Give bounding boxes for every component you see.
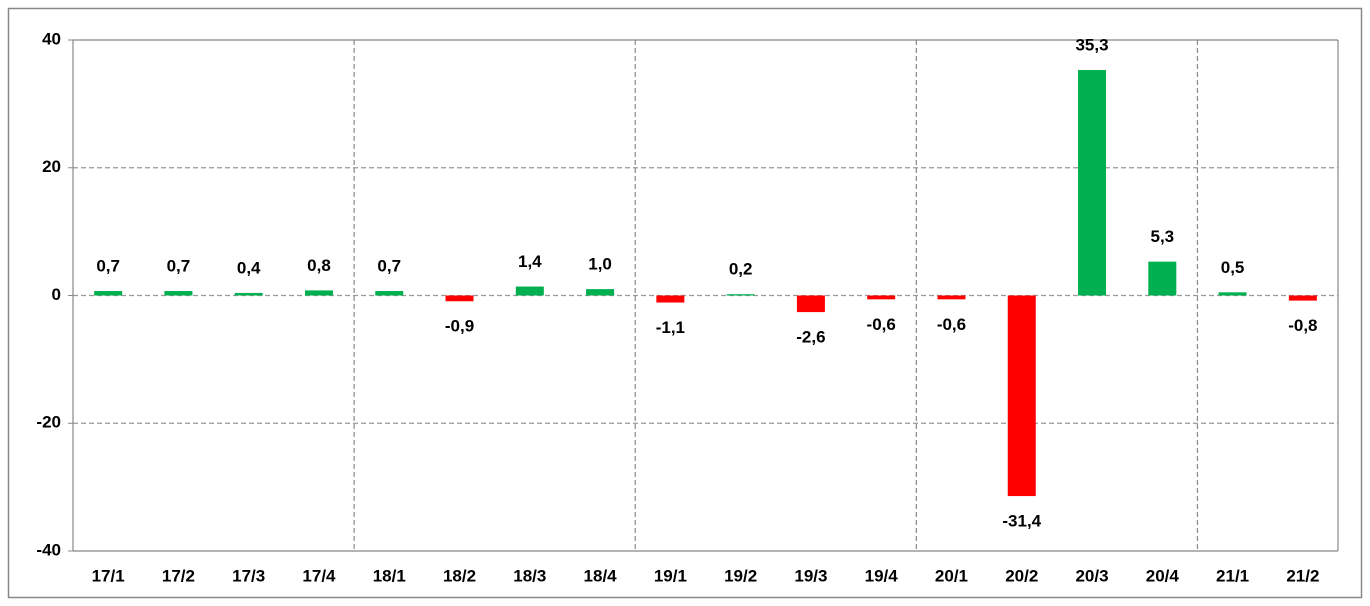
bar	[1007, 295, 1036, 497]
x-tick-label: 21/2	[1286, 566, 1319, 585]
x-tick-label: 18/3	[513, 566, 546, 585]
bar	[1288, 295, 1317, 301]
value-label: -0,9	[445, 317, 474, 336]
bar	[726, 294, 755, 296]
value-label: -1,1	[656, 318, 685, 337]
bar	[867, 295, 896, 300]
x-tick-label: 19/2	[724, 566, 757, 585]
value-label: -31,4	[1002, 512, 1041, 531]
y-tick-label: 0	[52, 285, 61, 304]
bar	[304, 290, 333, 296]
bar	[515, 286, 544, 296]
x-tick-label: 17/1	[92, 566, 125, 585]
value-label: -2,6	[796, 328, 825, 347]
value-label: 0,7	[167, 257, 191, 276]
x-tick-label: 18/2	[443, 566, 476, 585]
value-label: -0,8	[1288, 316, 1317, 335]
y-tick-label: 40	[42, 29, 61, 48]
value-label: 0,2	[729, 260, 753, 279]
bar	[586, 289, 615, 296]
x-tick-label: 20/2	[1005, 566, 1038, 585]
value-label: -0,6	[937, 315, 966, 334]
x-tick-label: 18/4	[584, 566, 618, 585]
value-label: 0,5	[1221, 258, 1245, 277]
bar	[1148, 261, 1177, 296]
bar	[796, 295, 825, 313]
value-label: 5,3	[1150, 227, 1174, 246]
value-label: 0,4	[237, 258, 261, 277]
x-tick-label: 19/4	[865, 566, 899, 585]
value-label: 0,8	[307, 256, 331, 275]
x-tick-label: 17/4	[302, 566, 336, 585]
x-tick-label: 19/1	[654, 566, 687, 585]
x-tick-label: 17/3	[232, 566, 265, 585]
bar	[937, 295, 966, 300]
bar	[656, 295, 685, 303]
x-tick-label: 20/1	[935, 566, 968, 585]
x-tick-label: 18/1	[373, 566, 406, 585]
x-tick-label: 17/2	[162, 566, 195, 585]
value-label: 1,0	[588, 255, 612, 274]
bar	[234, 292, 263, 296]
bar	[375, 291, 404, 296]
bar	[1078, 70, 1107, 296]
x-tick-label: 20/4	[1146, 566, 1180, 585]
x-tick-label: 20/3	[1075, 566, 1108, 585]
y-tick-label: -20	[36, 413, 61, 432]
bar	[445, 295, 474, 302]
value-label: 35,3	[1075, 36, 1108, 55]
value-label: -0,6	[867, 315, 896, 334]
bar	[94, 291, 123, 296]
bar	[1218, 292, 1247, 296]
value-label: 0,7	[96, 257, 120, 276]
chart-border	[7, 7, 1363, 599]
value-label: 1,4	[518, 252, 542, 271]
y-tick-label: 20	[42, 157, 61, 176]
value-label: 0,7	[377, 257, 401, 276]
bar	[164, 291, 193, 296]
y-tick-label: -40	[36, 540, 61, 559]
x-tick-label: 19/3	[794, 566, 827, 585]
x-tick-label: 21/1	[1216, 566, 1249, 585]
